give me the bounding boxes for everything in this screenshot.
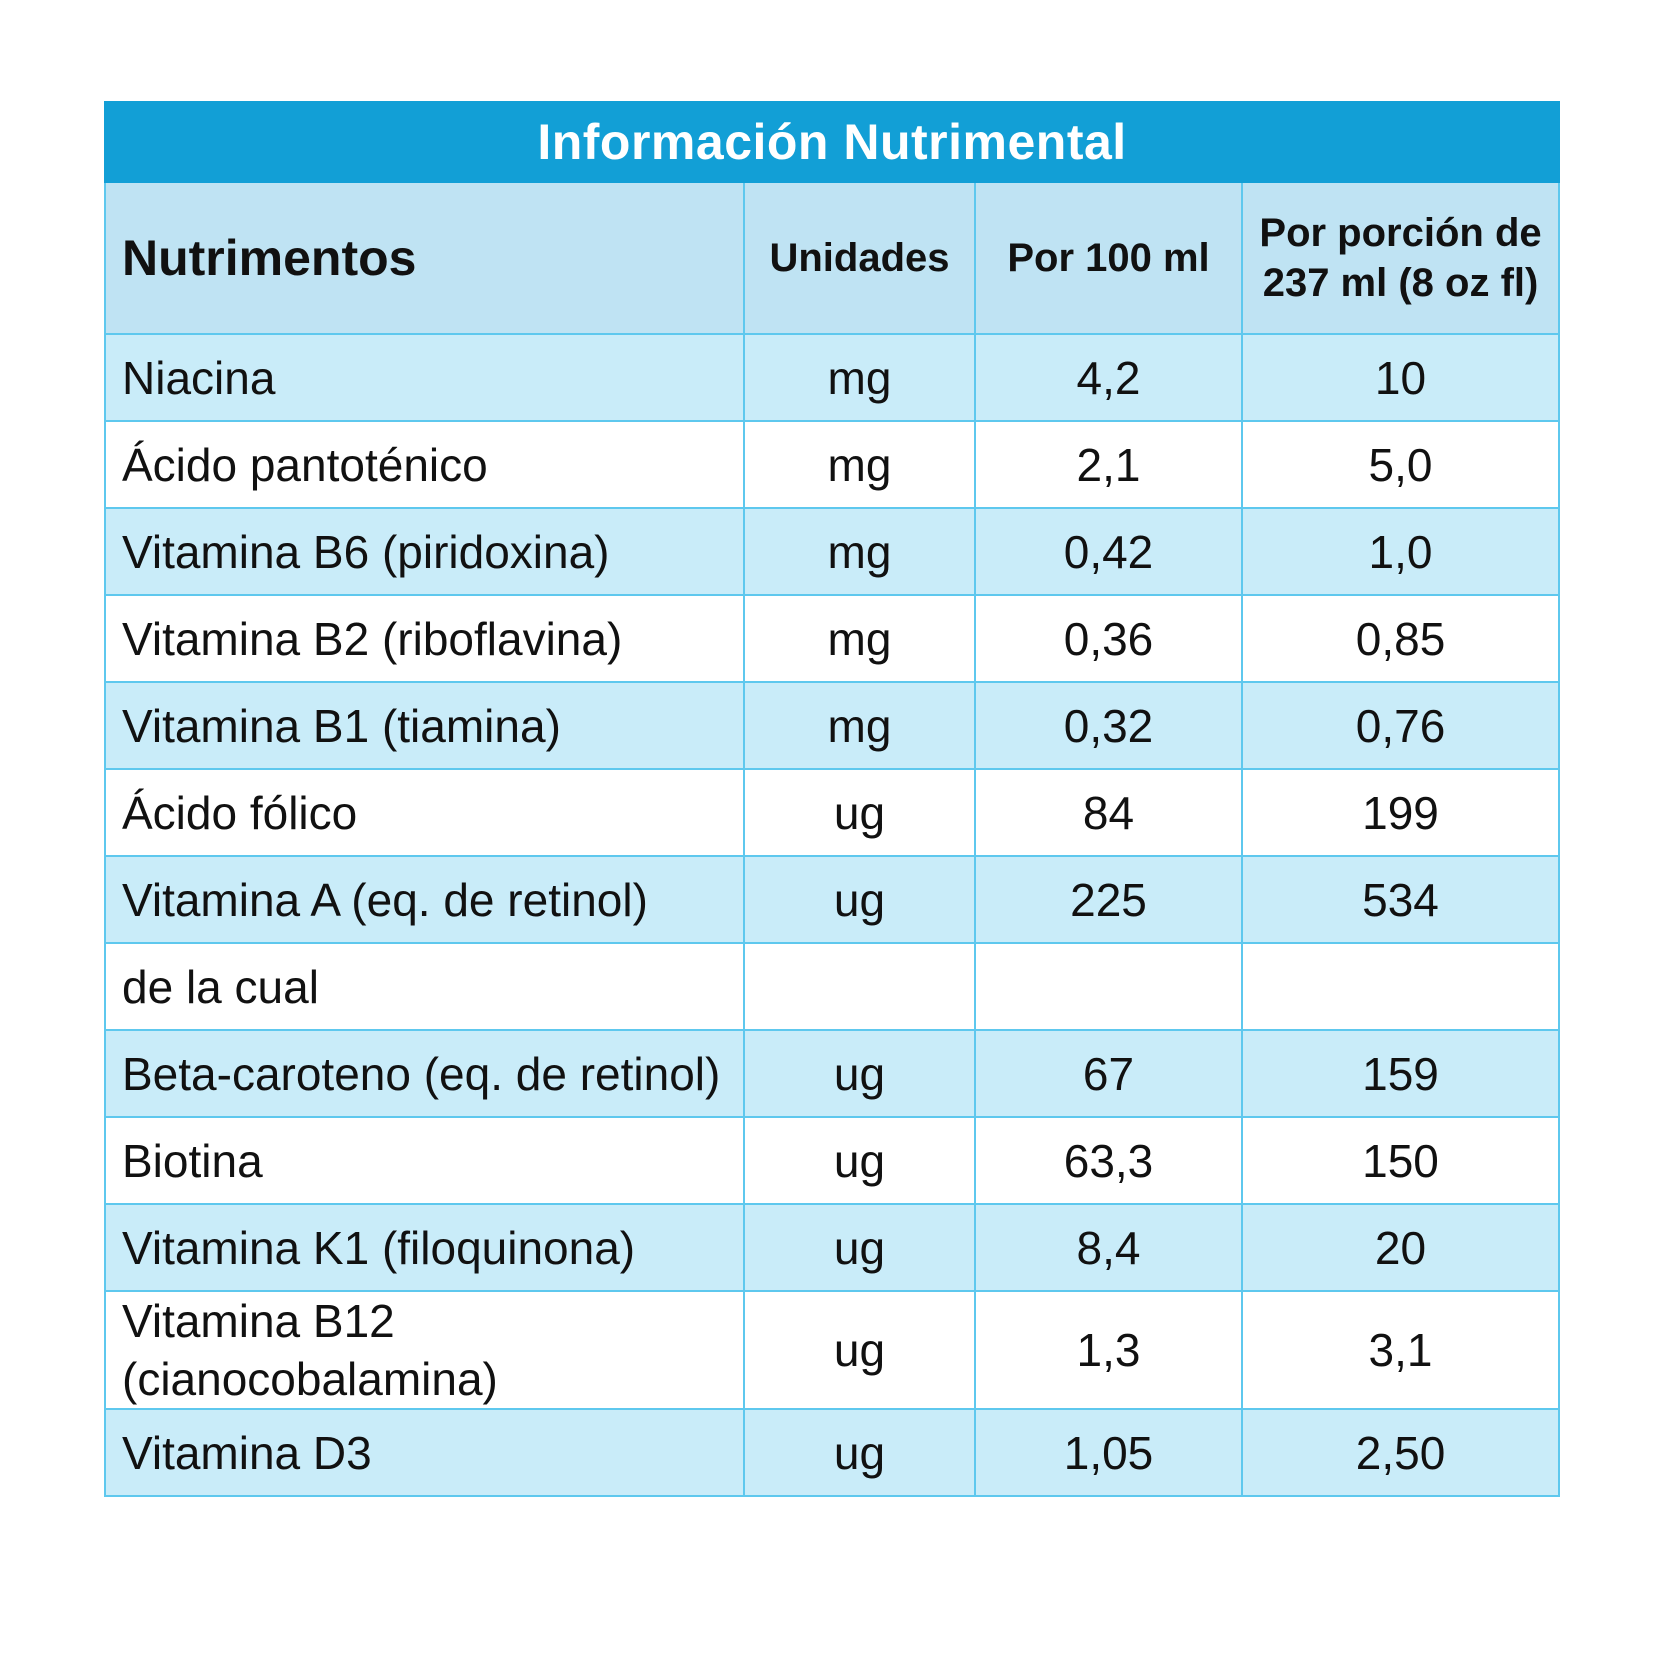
header-cell: Nutrimentos (104, 181, 745, 335)
table-cell (743, 942, 976, 1031)
table-cell: Vitamina K1 (filoquinona) (104, 1203, 745, 1292)
table-cell: 10 (1240, 333, 1561, 422)
table-cell: Vitamina B12 (cianocobalamina) (104, 1290, 745, 1410)
table-cell: 63,3 (974, 1116, 1243, 1205)
table-row: Vitamina B12 (cianocobalamina) ug 1,3 3,1 (104, 1290, 1561, 1410)
table-cell: 534 (1240, 855, 1561, 944)
table-cell (1240, 942, 1561, 1031)
table-cell: ug (743, 855, 976, 944)
table-row: Vitamina B2 (riboflavina) mg 0,36 0,85 (104, 594, 1561, 683)
table-body: Niacina mg 4,2 10 Ácido pantoténico mg 2,1 5,0 V… (104, 333, 1561, 1497)
table-cell: 8,4 (974, 1203, 1243, 1292)
header-cell: Por 100 ml (974, 181, 1243, 335)
table-cell: 159 (1240, 1029, 1561, 1118)
table-cell: mg (743, 594, 976, 683)
table-cell: 0,32 (974, 681, 1243, 770)
table-cell: Niacina (104, 333, 745, 422)
table-cell: Vitamina A (eq. de retinol) (104, 855, 745, 944)
table-row: Ácido pantoténico mg 2,1 5,0 (104, 420, 1561, 509)
table-cell: 2,1 (974, 420, 1243, 509)
table-cell: ug (743, 1203, 976, 1292)
table-cell: Vitamina B6 (piridoxina) (104, 507, 745, 596)
header-cell: Por porción de 237 ml (8 oz fl) (1240, 181, 1561, 335)
table-cell: Vitamina D3 (104, 1408, 745, 1497)
table-row: Vitamina K1 (filoquinona) ug 8,4 20 (104, 1203, 1561, 1292)
table-cell: ug (743, 1408, 976, 1497)
table-cell: mg (743, 681, 976, 770)
table-row: Vitamina B1 (tiamina) mg 0,32 0,76 (104, 681, 1561, 770)
table-row: Vitamina D3 ug 1,05 2,50 (104, 1408, 1561, 1497)
table-cell: 0,42 (974, 507, 1243, 596)
header-row: Nutrimentos Unidades Por 100 ml Por porción… (104, 181, 1561, 335)
nutrition-table: Información Nutrimental Nutrimentos Unida… (103, 101, 1561, 1497)
table-cell: 20 (1240, 1203, 1561, 1292)
table-cell: ug (743, 1116, 976, 1205)
table-cell: 4,2 (974, 333, 1243, 422)
table-row: Ácido fólico ug 84 199 (104, 768, 1561, 857)
table-row: Beta-caroteno (eq. de retinol) ug 67 159 (104, 1029, 1561, 1118)
table-row: Vitamina B6 (piridoxina) mg 0,42 1,0 (104, 507, 1561, 596)
table-cell: 1,3 (974, 1290, 1243, 1410)
table-cell: Vitamina B2 (riboflavina) (104, 594, 745, 683)
table-cell: Ácido fólico (104, 768, 745, 857)
table-cell: mg (743, 420, 976, 509)
table-cell: 3,1 (1240, 1290, 1561, 1410)
table-cell: Biotina (104, 1116, 745, 1205)
table-row: Biotina ug 63,3 150 (104, 1116, 1561, 1205)
table-cell: 150 (1240, 1116, 1561, 1205)
table-cell: 67 (974, 1029, 1243, 1118)
table-row: Vitamina A (eq. de retinol) ug 225 534 (104, 855, 1561, 944)
table-cell: 0,85 (1240, 594, 1561, 683)
table-cell: de la cual (104, 942, 745, 1031)
table-cell: 0,76 (1240, 681, 1561, 770)
table-cell: Ácido pantoténico (104, 420, 745, 509)
table-cell: 0,36 (974, 594, 1243, 683)
table-cell: 84 (974, 768, 1243, 857)
table-cell: ug (743, 1029, 976, 1118)
table-cell: ug (743, 768, 976, 857)
table-cell: 225 (974, 855, 1243, 944)
table-title: Información Nutrimental (103, 101, 1561, 183)
table-cell: mg (743, 507, 976, 596)
table-cell: 199 (1240, 768, 1561, 857)
table-cell (974, 942, 1243, 1031)
table-cell: Vitamina B1 (tiamina) (104, 681, 745, 770)
table-cell: 1,05 (974, 1408, 1243, 1497)
table-row: Niacina mg 4,2 10 (104, 333, 1561, 422)
table-cell: 2,50 (1240, 1408, 1561, 1497)
header-cell: Unidades (743, 181, 976, 335)
table-row: de la cual (104, 942, 1561, 1031)
table-cell: ug (743, 1290, 976, 1410)
table-cell: 5,0 (1240, 420, 1561, 509)
table-cell: Beta-caroteno (eq. de retinol) (104, 1029, 745, 1118)
table-cell: mg (743, 333, 976, 422)
table-cell: 1,0 (1240, 507, 1561, 596)
